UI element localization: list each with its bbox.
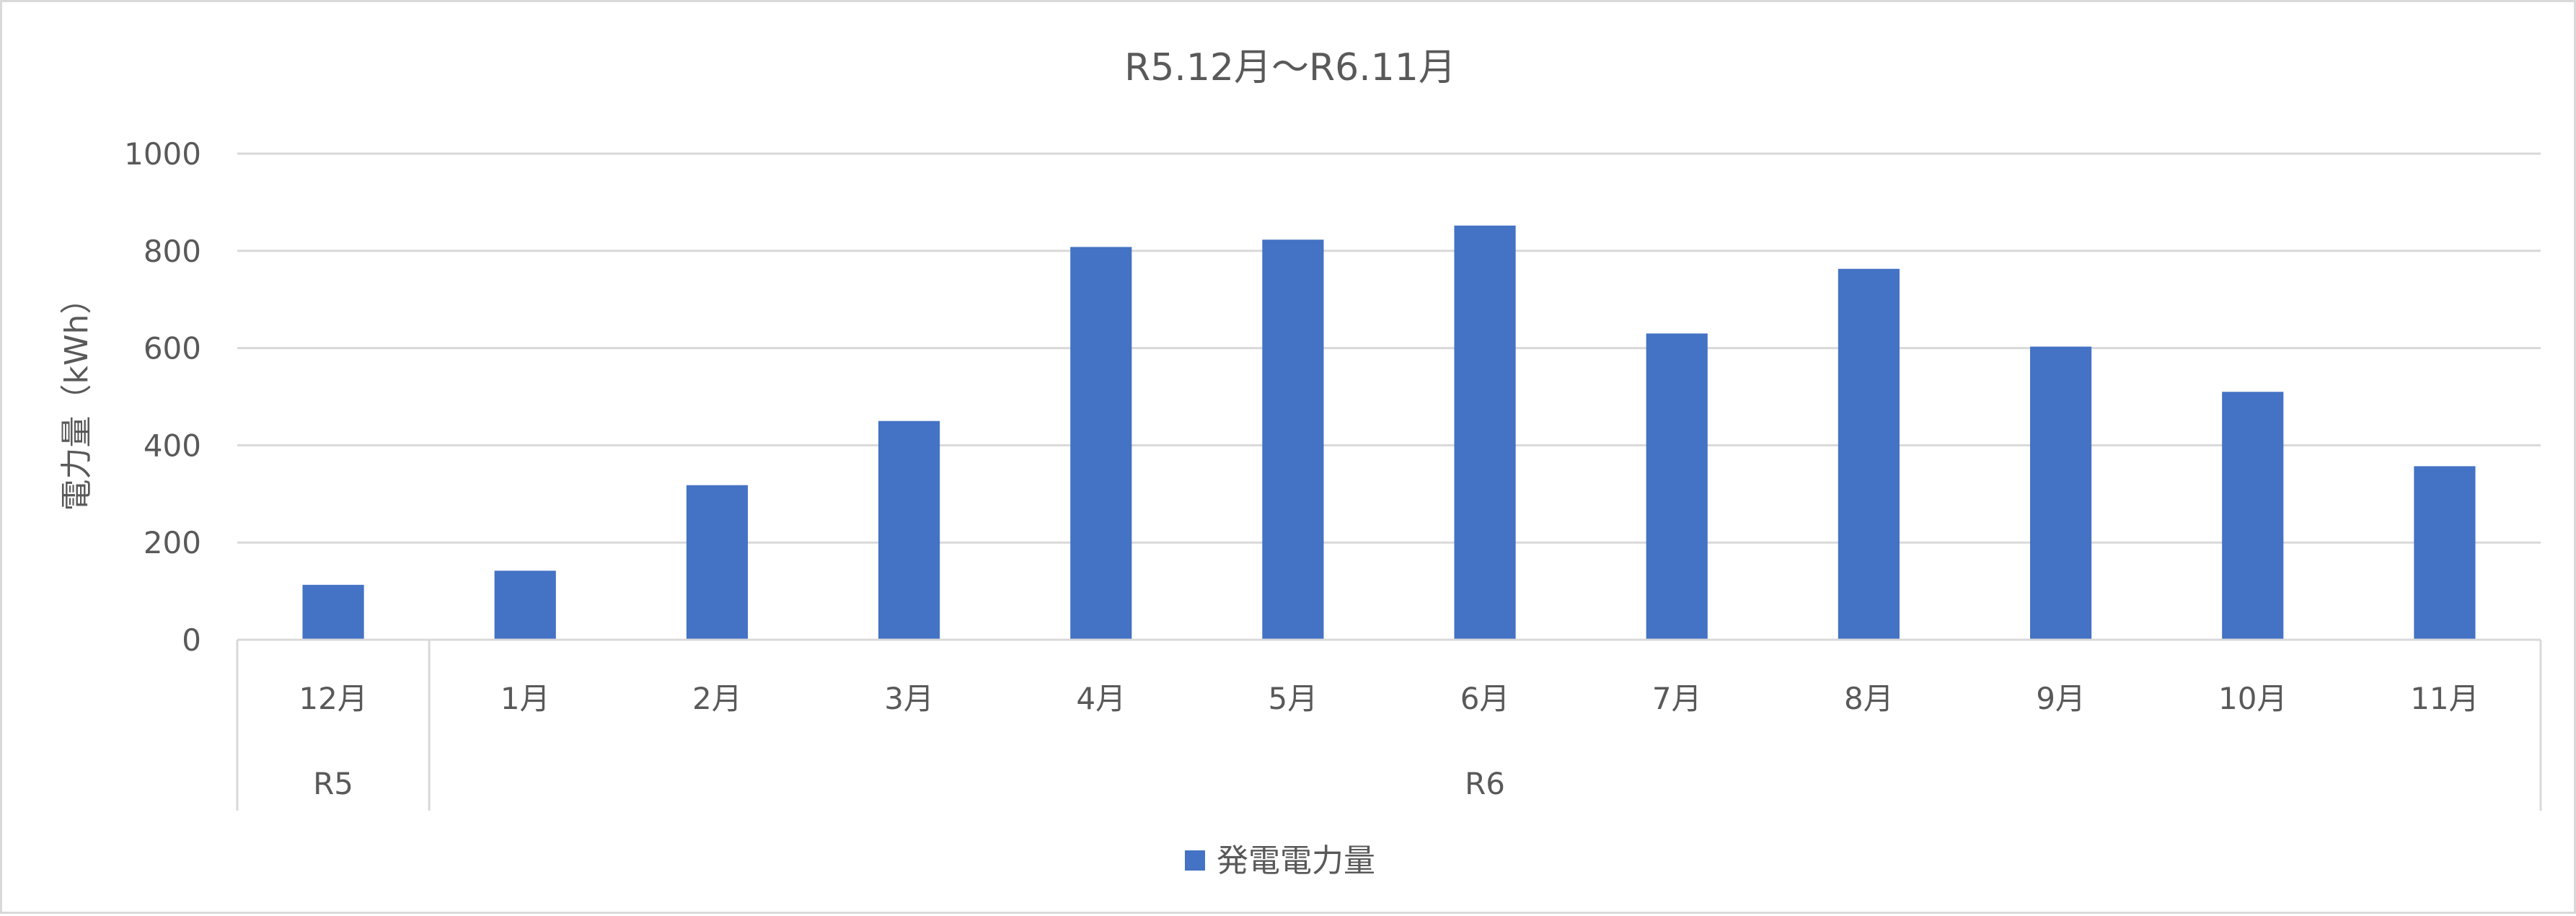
gridlines: 0 200 400 600 800 1000 xyxy=(124,136,2541,658)
bar-11月 xyxy=(2414,466,2476,640)
bar-4月 xyxy=(1070,247,1132,640)
group-label: R6 xyxy=(1465,766,1505,801)
bar-8月 xyxy=(1838,268,1900,640)
x-tick-label: 1月 xyxy=(500,681,550,716)
x-tick-label: 9月 xyxy=(2036,681,2086,716)
x-axis: 12月 1月 2月 3月 4月 5月 6月 7月 8月 9月 10月 11月 R5 R6 xyxy=(236,638,2542,811)
bar-12月 xyxy=(302,584,364,640)
bar-3月 xyxy=(878,420,940,640)
legend-swatch xyxy=(1185,850,1205,871)
x-tick-label: 5月 xyxy=(1269,681,1318,716)
legend: 発電電力量 xyxy=(1185,842,1375,879)
y-tick-label: 1000 xyxy=(124,136,201,172)
bar-7月 xyxy=(1646,333,1708,640)
x-tick-label: 11月 xyxy=(2410,681,2479,716)
y-tick-label: 800 xyxy=(144,234,201,269)
x-tick-label: 6月 xyxy=(1460,681,1510,716)
y-tick-label: 600 xyxy=(144,331,201,366)
x-tick-label: 12月 xyxy=(299,681,367,716)
legend-label: 発電電力量 xyxy=(1217,842,1375,879)
bar-9月 xyxy=(2029,346,2092,640)
bar-6月 xyxy=(1454,225,1516,640)
x-tick-label: 3月 xyxy=(884,681,934,716)
bars xyxy=(302,225,2476,640)
bar-1月 xyxy=(494,571,556,640)
y-tick-label: 400 xyxy=(144,428,201,463)
y-axis-title: 電力量（kWh） xyxy=(58,283,95,511)
chart-title: R5.12月～R6.11月 xyxy=(1124,46,1456,89)
bar-5月 xyxy=(1262,239,1324,640)
x-tick-label: 2月 xyxy=(692,681,742,716)
group-label: R5 xyxy=(313,766,353,801)
y-tick-label: 0 xyxy=(182,622,201,658)
x-tick-label: 4月 xyxy=(1076,681,1126,716)
y-tick-label: 200 xyxy=(144,525,201,560)
x-tick-label: 7月 xyxy=(1652,681,1702,716)
x-tick-label: 10月 xyxy=(2218,681,2287,716)
bar-2月 xyxy=(686,485,749,640)
bar-10月 xyxy=(2222,392,2284,640)
x-tick-label: 8月 xyxy=(1844,681,1894,716)
